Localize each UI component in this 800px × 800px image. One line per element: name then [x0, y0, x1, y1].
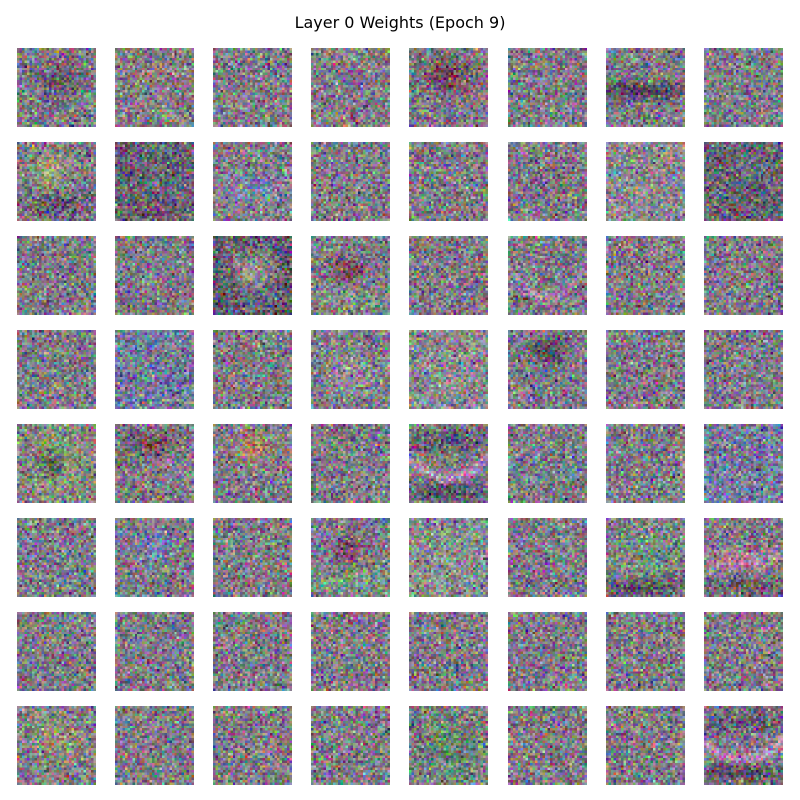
filter-tile-r3-c3 [311, 330, 391, 409]
filter-tile-r4-c4 [409, 424, 489, 503]
filter-tile-r3-c6 [605, 330, 685, 409]
filter-tile-r6-c1 [115, 612, 195, 691]
filter-tile-r2-c3 [311, 236, 391, 315]
filter-tile-r5-c5 [507, 518, 587, 597]
filter-tile-r1-c5 [507, 142, 587, 221]
filter-tile-r2-c7 [703, 236, 783, 315]
filter-tile-r5-c6 [605, 518, 685, 597]
filter-tile-r4-c5 [507, 424, 587, 503]
filter-tile-r1-c0 [17, 142, 96, 221]
filter-tile-r7-c2 [213, 706, 293, 785]
filter-tile-r6-c2 [213, 612, 293, 691]
filter-tile-r1-c4 [409, 142, 489, 221]
filter-tile-r6-c4 [409, 612, 489, 691]
filter-tile-r3-c7 [703, 330, 783, 409]
filter-tile-r1-c6 [605, 142, 685, 221]
filter-tile-r7-c4 [409, 706, 489, 785]
filter-tile-r3-c1 [115, 330, 195, 409]
filter-tile-r0-c0 [17, 48, 96, 127]
filter-tile-r1-c2 [213, 142, 293, 221]
filter-tile-r5-c0 [17, 518, 96, 597]
filter-tile-r3-c0 [17, 330, 96, 409]
filter-tile-r4-c7 [703, 424, 783, 503]
filter-tile-r5-c4 [409, 518, 489, 597]
filter-tile-r2-c0 [17, 236, 96, 315]
filter-tile-r6-c5 [507, 612, 587, 691]
filter-tile-r4-c6 [605, 424, 685, 503]
filter-tile-r0-c5 [507, 48, 587, 127]
filter-tile-r4-c0 [17, 424, 96, 503]
filter-tile-r5-c3 [311, 518, 391, 597]
filter-tile-r3-c5 [507, 330, 587, 409]
filter-tile-r4-c1 [115, 424, 195, 503]
filter-tile-r0-c4 [409, 48, 489, 127]
filter-tile-r0-c1 [115, 48, 195, 127]
filter-tile-r5-c2 [213, 518, 293, 597]
filter-tile-r2-c1 [115, 236, 195, 315]
filter-tile-r4-c3 [311, 424, 391, 503]
filter-tile-r1-c7 [703, 142, 783, 221]
filter-tile-r4-c2 [213, 424, 293, 503]
filter-tile-r0-c7 [703, 48, 783, 127]
filter-tile-r1-c1 [115, 142, 195, 221]
filter-tile-r2-c5 [507, 236, 587, 315]
filter-tile-r0-c3 [311, 48, 391, 127]
filter-tile-r7-c1 [115, 706, 195, 785]
filter-tile-r3-c4 [409, 330, 489, 409]
filter-tile-r6-c0 [17, 612, 96, 691]
filter-tile-r7-c3 [311, 706, 391, 785]
filter-tile-r7-c7 [703, 706, 783, 785]
filter-tile-r6-c6 [605, 612, 685, 691]
filter-tile-r2-c4 [409, 236, 489, 315]
filter-tile-r2-c6 [605, 236, 685, 315]
filter-tile-r6-c7 [703, 612, 783, 691]
filter-tile-r5-c1 [115, 518, 195, 597]
chart-title: Layer 0 Weights (Epoch 9) [294, 13, 506, 32]
filter-tile-r7-c6 [605, 706, 685, 785]
filter-tile-r6-c3 [311, 612, 391, 691]
filter-tile-r7-c5 [507, 706, 587, 785]
filter-tile-r5-c7 [703, 518, 783, 597]
filter-tile-r0-c2 [213, 48, 293, 127]
filter-tile-r1-c3 [311, 142, 391, 221]
filter-tile-r2-c2 [213, 236, 293, 315]
filter-tile-r3-c2 [213, 330, 293, 409]
filter-tile-r7-c0 [17, 706, 96, 785]
filter-tile-r0-c6 [605, 48, 685, 127]
